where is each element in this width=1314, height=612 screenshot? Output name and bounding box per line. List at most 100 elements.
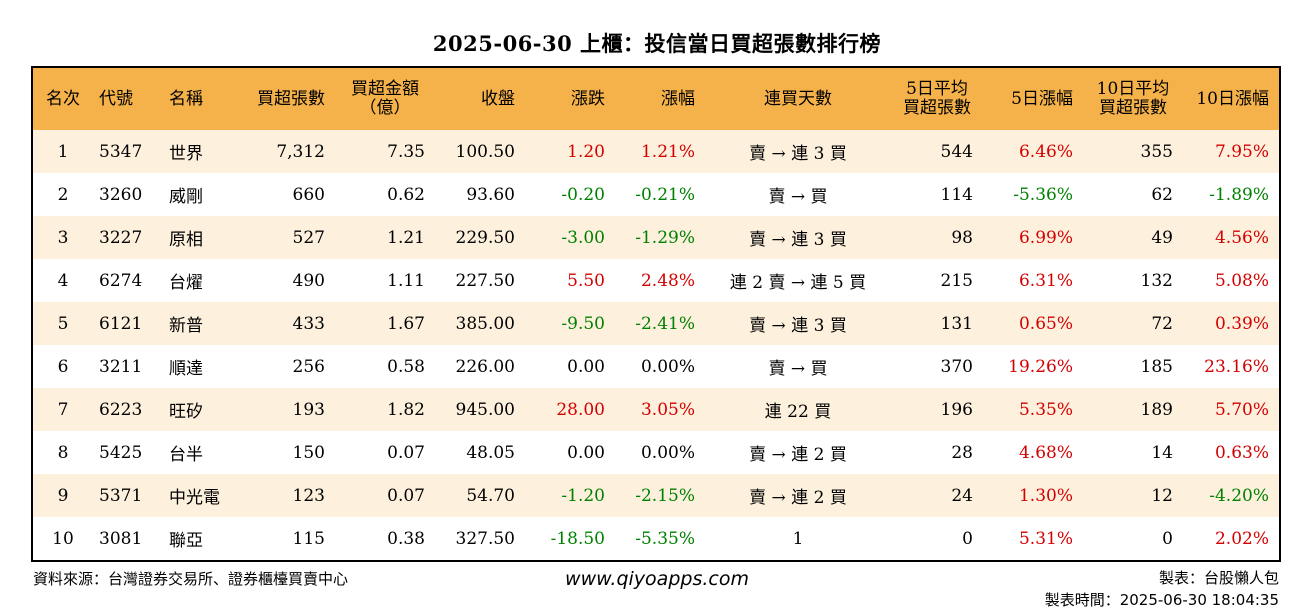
- cell-close: 327.50: [435, 517, 525, 560]
- cell-streak: 賣 → 連 2 買: [705, 431, 891, 474]
- cell-code: 3211: [93, 345, 163, 388]
- cell-code: 3081: [93, 517, 163, 560]
- cell-pct10: 23.16%: [1183, 345, 1279, 388]
- cell-buy-amt: 7.35: [335, 130, 435, 173]
- cell-change-pct: -2.15%: [615, 474, 705, 517]
- cell-streak: 連 22 買: [705, 388, 891, 431]
- cell-change-pct: 0.00%: [615, 431, 705, 474]
- maker-credit: 製表：台股懶人包: [1158, 569, 1279, 587]
- cell-buy-qty: 150: [243, 431, 335, 474]
- cell-buy-qty: 123: [243, 474, 335, 517]
- data-source: 資料來源：台灣證券交易所、證券櫃檯買賣中心: [33, 570, 349, 588]
- cell-rank: 5: [33, 302, 93, 345]
- cell-code: 6274: [93, 259, 163, 302]
- cell-streak: 賣 → 買: [705, 345, 891, 388]
- cell-streak: 賣 → 買: [705, 173, 891, 216]
- header-avg10: 10日平均 買超張數: [1083, 68, 1183, 130]
- ranking-table: 名次 代號 名稱 買超張數 買超金額 （億） 收盤 漲跌 漲幅 連買天數 5日平均 買超張數 5日漲…: [33, 68, 1279, 560]
- cell-avg5: 98: [891, 216, 983, 259]
- cell-name: 威剛: [163, 173, 243, 216]
- cell-change-pct: -0.21%: [615, 173, 705, 216]
- cell-close: 100.50: [435, 130, 525, 173]
- cell-avg5: 114: [891, 173, 983, 216]
- cell-pct5: 1.30%: [983, 474, 1083, 517]
- cell-change: -18.50: [525, 517, 615, 560]
- table-row: 6 3211 順達 256 0.58 226.00 0.00 0.00% 賣 → 買 370 19.…: [33, 345, 1279, 388]
- cell-change-pct: -1.29%: [615, 216, 705, 259]
- cell-buy-amt: 0.62: [335, 173, 435, 216]
- cell-name: 聯亞: [163, 517, 243, 560]
- cell-change: -1.20: [525, 474, 615, 517]
- cell-streak: 連 2 賣 → 連 5 買: [705, 259, 891, 302]
- cell-pct5: 6.46%: [983, 130, 1083, 173]
- cell-close: 93.60: [435, 173, 525, 216]
- cell-avg5: 544: [891, 130, 983, 173]
- cell-code: 5347: [93, 130, 163, 173]
- cell-close: 226.00: [435, 345, 525, 388]
- cell-avg5: 28: [891, 431, 983, 474]
- cell-rank: 7: [33, 388, 93, 431]
- cell-pct5: -5.36%: [983, 173, 1083, 216]
- cell-avg5: 370: [891, 345, 983, 388]
- cell-avg5: 0: [891, 517, 983, 560]
- cell-pct5: 19.26%: [983, 345, 1083, 388]
- cell-avg5: 215: [891, 259, 983, 302]
- cell-rank: 3: [33, 216, 93, 259]
- cell-close: 945.00: [435, 388, 525, 431]
- header-row: 名次 代號 名稱 買超張數 買超金額 （億） 收盤 漲跌 漲幅 連買天數 5日平均 買超張數 5日漲…: [33, 68, 1279, 130]
- cell-code: 3227: [93, 216, 163, 259]
- cell-buy-qty: 256: [243, 345, 335, 388]
- cell-avg5: 24: [891, 474, 983, 517]
- cell-buy-qty: 193: [243, 388, 335, 431]
- cell-avg10: 62: [1083, 173, 1183, 216]
- cell-change-pct: -2.41%: [615, 302, 705, 345]
- cell-avg10: 185: [1083, 345, 1183, 388]
- header-streak: 連買天數: [705, 68, 891, 130]
- cell-change: -3.00: [525, 216, 615, 259]
- cell-change: 28.00: [525, 388, 615, 431]
- cell-close: 385.00: [435, 302, 525, 345]
- cell-avg10: 0: [1083, 517, 1183, 560]
- header-buy-amount: 買超金額 （億）: [335, 68, 435, 130]
- cell-avg10: 355: [1083, 130, 1183, 173]
- cell-change-pct: -5.35%: [615, 517, 705, 560]
- header-pct10: 10日漲幅: [1183, 68, 1279, 130]
- cell-avg10: 132: [1083, 259, 1183, 302]
- table-body: 1 5347 世界 7,312 7.35 100.50 1.20 1.21% 賣 → 連 3 買…: [33, 130, 1279, 560]
- cell-change: 0.00: [525, 345, 615, 388]
- cell-pct10: 5.08%: [1183, 259, 1279, 302]
- table-row: 1 5347 世界 7,312 7.35 100.50 1.20 1.21% 賣 → 連 3 買…: [33, 130, 1279, 173]
- cell-code: 5425: [93, 431, 163, 474]
- cell-name: 順達: [163, 345, 243, 388]
- cell-code: 6223: [93, 388, 163, 431]
- cell-rank: 4: [33, 259, 93, 302]
- cell-change: -0.20: [525, 173, 615, 216]
- cell-rank: 1: [33, 130, 93, 173]
- table-row: 8 5425 台半 150 0.07 48.05 0.00 0.00% 賣 → 連 2 買 28 4…: [33, 431, 1279, 474]
- cell-close: 227.50: [435, 259, 525, 302]
- cell-rank: 9: [33, 474, 93, 517]
- table-row: 2 3260 威剛 660 0.62 93.60 -0.20 -0.21% 賣 → 買 114 -5…: [33, 173, 1279, 216]
- cell-name: 世界: [163, 130, 243, 173]
- header-close: 收盤: [435, 68, 525, 130]
- cell-close: 54.70: [435, 474, 525, 517]
- table-row: 10 3081 聯亞 115 0.38 327.50 -18.50 -5.35% 1 0 5.31%…: [33, 517, 1279, 560]
- cell-change-pct: 2.48%: [615, 259, 705, 302]
- cell-name: 中光電: [163, 474, 243, 517]
- generated-time: 製表時間：2025-06-30 18:04:35: [1044, 591, 1279, 609]
- website-link[interactable]: www.qiyoapps.com: [565, 568, 749, 590]
- cell-change: 1.20: [525, 130, 615, 173]
- cell-streak: 賣 → 連 2 買: [705, 474, 891, 517]
- cell-avg10: 12: [1083, 474, 1183, 517]
- cell-buy-amt: 1.21: [335, 216, 435, 259]
- cell-buy-qty: 490: [243, 259, 335, 302]
- cell-change-pct: 3.05%: [615, 388, 705, 431]
- header-pct5: 5日漲幅: [983, 68, 1083, 130]
- cell-name: 原相: [163, 216, 243, 259]
- cell-avg5: 131: [891, 302, 983, 345]
- cell-change-pct: 1.21%: [615, 130, 705, 173]
- header-buy-qty: 買超張數: [243, 68, 335, 130]
- cell-name: 新普: [163, 302, 243, 345]
- cell-buy-amt: 1.67: [335, 302, 435, 345]
- cell-rank: 8: [33, 431, 93, 474]
